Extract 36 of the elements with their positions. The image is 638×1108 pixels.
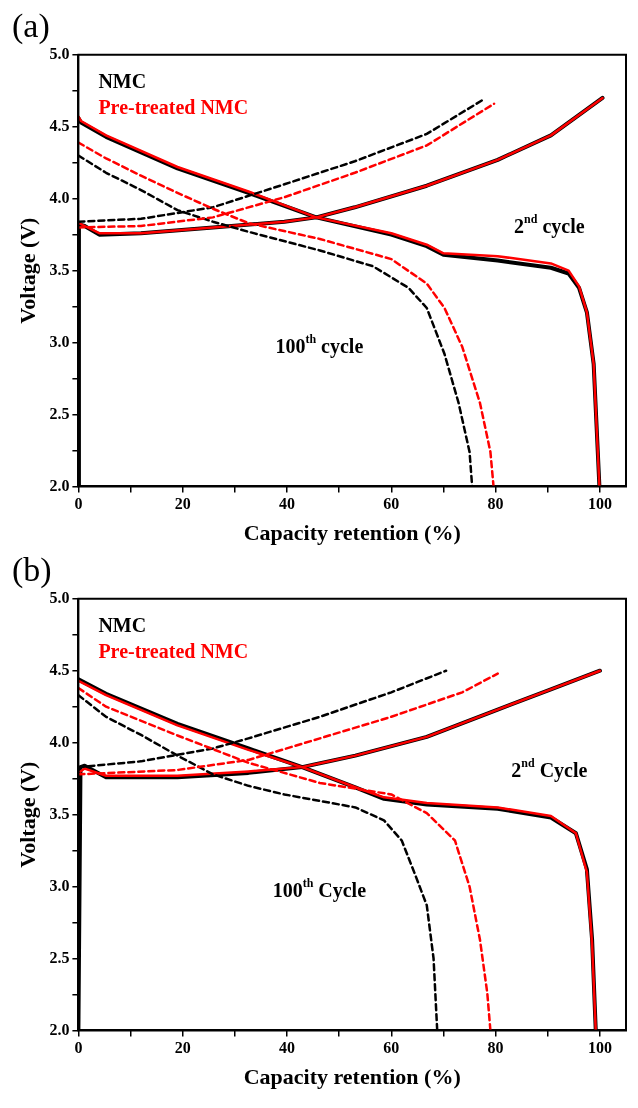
y-tick-label: 2.0	[49, 476, 70, 494]
x-axis-title: Capacity retention (%)	[243, 1064, 461, 1090]
chart-title: (b)	[12, 551, 52, 590]
chart-title: (a)	[12, 7, 50, 46]
text: Pre-treated NMC	[98, 95, 249, 118]
y-tick-label: 3.0	[49, 876, 70, 894]
y-tick-label: 2.5	[49, 948, 70, 966]
y-tick-label: 4.0	[49, 732, 70, 750]
x-tick-label: 80	[487, 495, 504, 513]
text: NMC	[98, 69, 147, 92]
text: NMC	[98, 613, 147, 636]
x-tick-label: 0	[74, 1039, 83, 1057]
x-tick-label: 60	[383, 1039, 400, 1057]
y-axis-title: Voltage (V)	[14, 761, 40, 868]
y-tick-label: 3.5	[49, 260, 70, 278]
y-tick-label: 2.5	[49, 404, 70, 422]
x-tick-label: 60	[383, 495, 400, 513]
x-tick-label: 20	[174, 495, 191, 513]
y-tick-label: 3.0	[49, 332, 70, 350]
y-tick-label: 5.0	[49, 44, 70, 62]
y-tick-label: 4.5	[49, 660, 70, 678]
y-tick-label: 2.0	[49, 1020, 70, 1038]
x-axis-title: Capacity retention (%)	[243, 520, 461, 546]
y-axis-title: Voltage (V)	[14, 217, 40, 324]
x-tick-label: 20	[174, 1039, 191, 1057]
x-tick-label: 0	[74, 495, 83, 513]
y-tick-label: 3.5	[49, 804, 70, 822]
x-tick-label: 80	[487, 1039, 504, 1057]
text: Pre-treated NMC	[98, 639, 249, 662]
x-tick-label: 100	[587, 1039, 612, 1057]
y-tick-label: 4.0	[49, 188, 70, 206]
x-tick-label: 100	[587, 495, 612, 513]
x-tick-label: 40	[279, 1039, 296, 1057]
x-tick-label: 40	[279, 495, 296, 513]
y-tick-label: 5.0	[49, 588, 70, 606]
y-tick-label: 4.5	[49, 116, 70, 134]
